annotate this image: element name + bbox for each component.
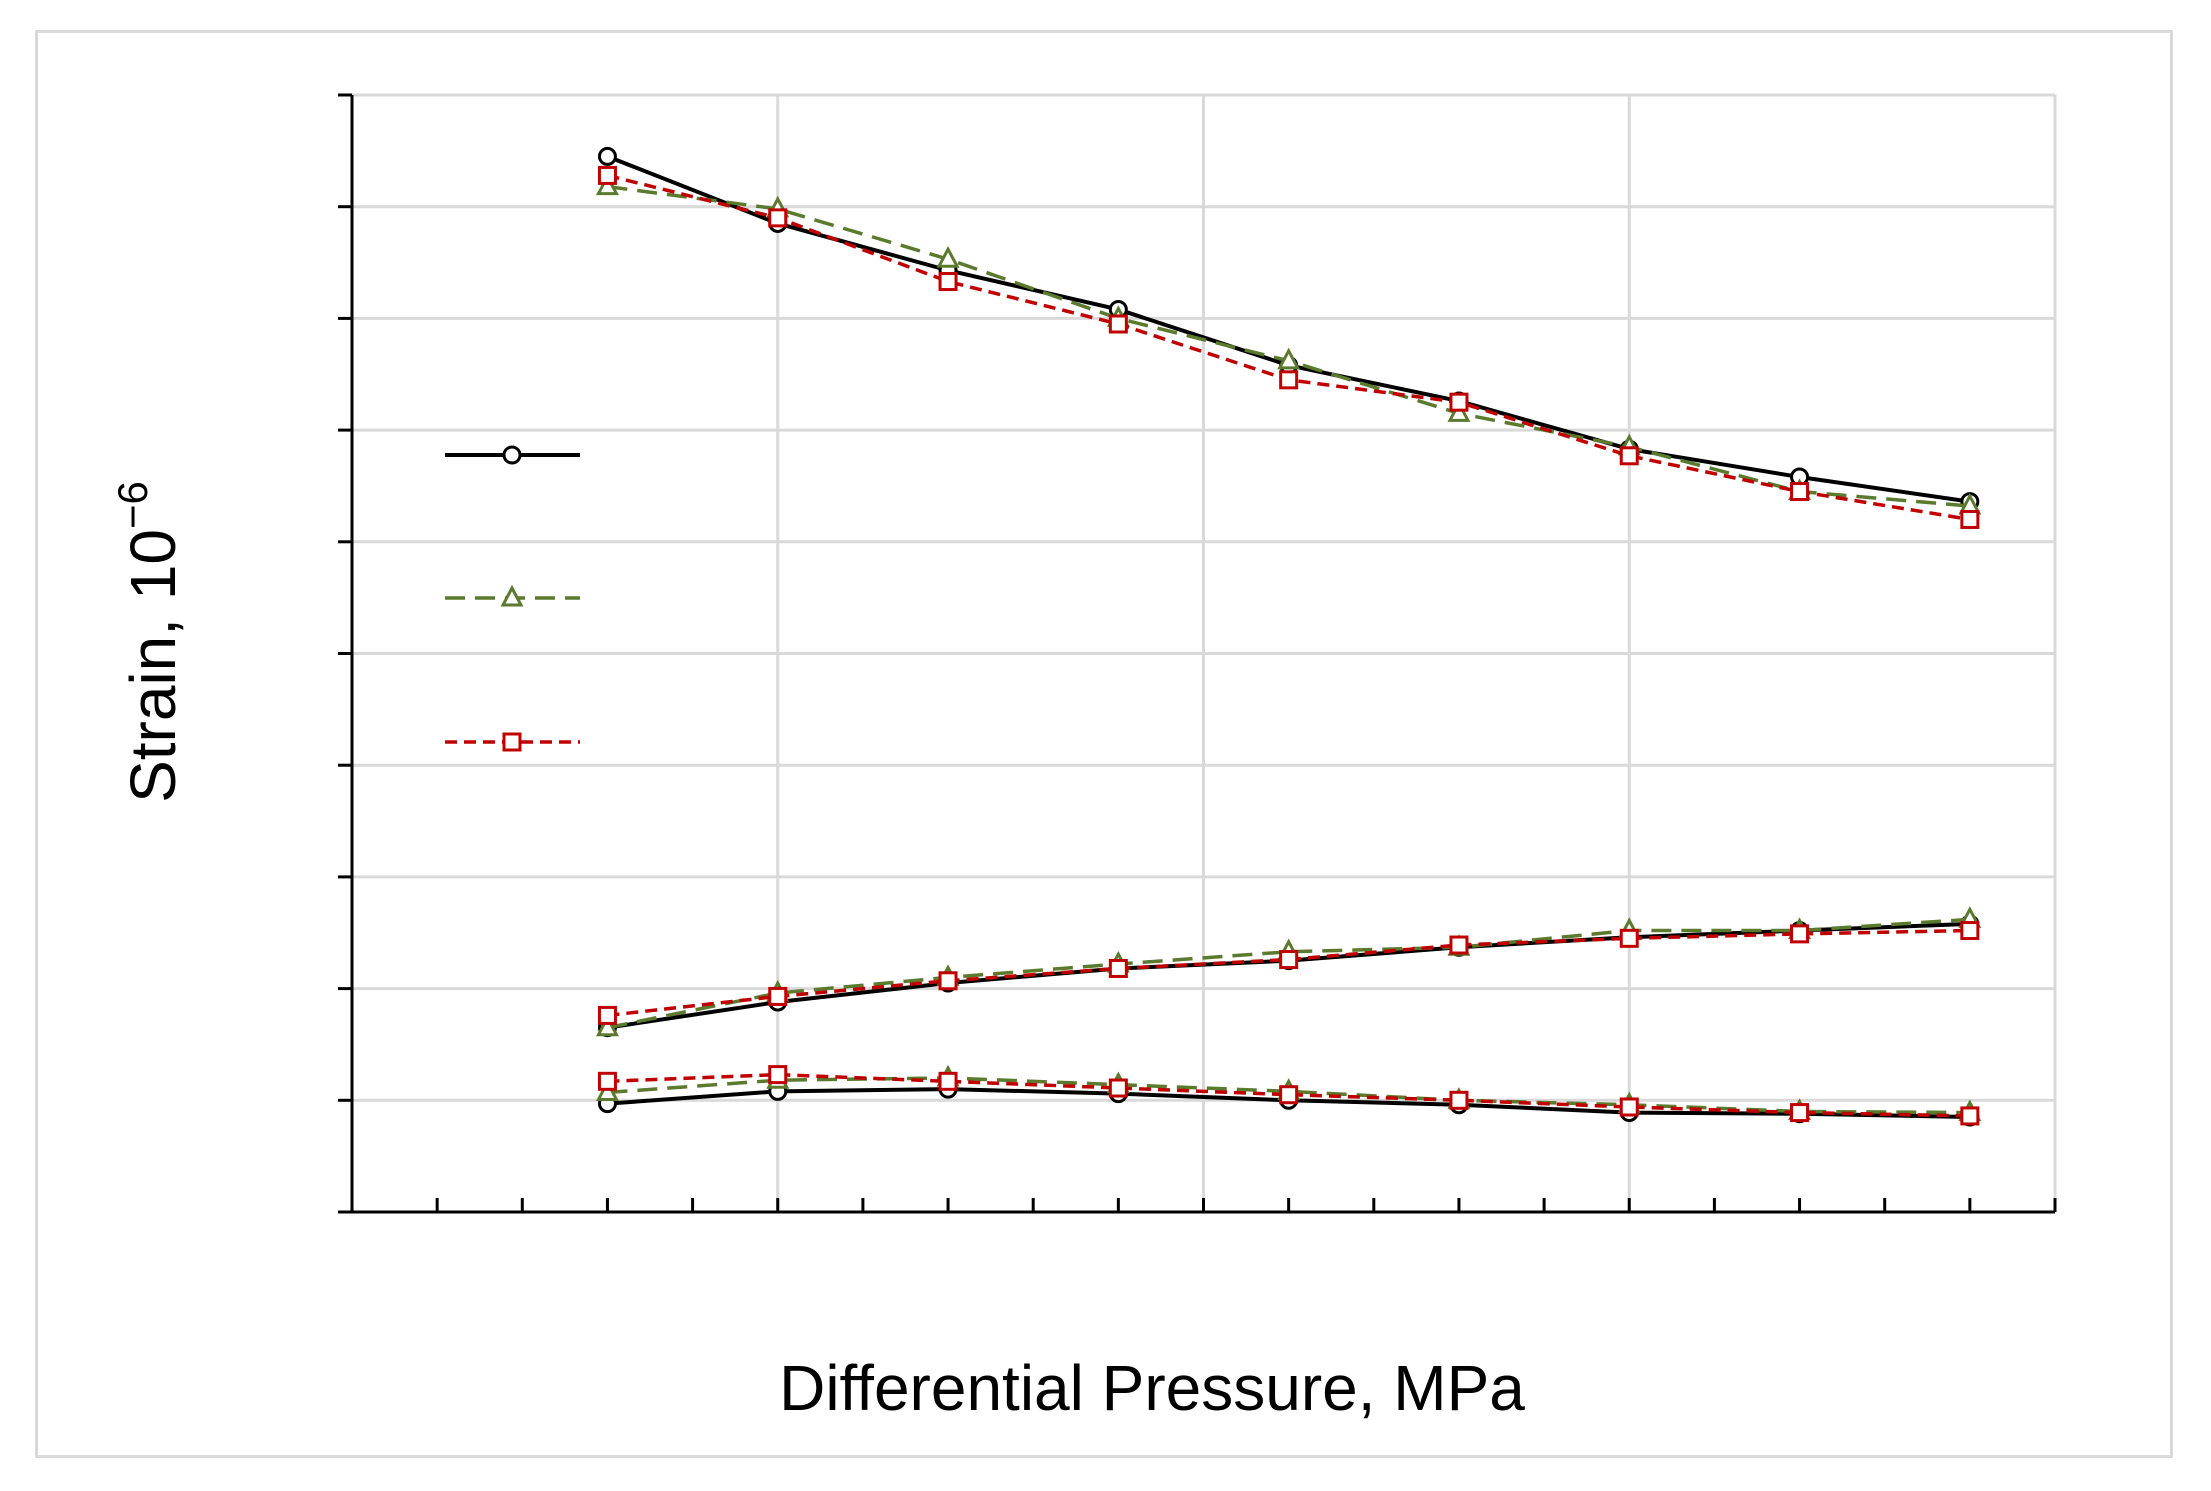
data-point-standard-axial [1108,958,1128,978]
data-point-standard-axial [595,1014,619,1037]
data-point-rock-axial [597,146,617,166]
data-point-rock-radial [768,1065,788,1085]
legend-marker [502,445,522,465]
data-point-standard-axial [938,971,958,991]
data-point-standard-axial [1790,924,1810,944]
data-point-standard-axial [1960,921,1980,941]
data-point-rock-axial [1447,400,1471,422]
data-point-rock-radial [938,1071,958,1091]
series-line-standard-axial [607,928,1970,1018]
series-line-rock-axial [607,173,1971,522]
data-point-rock-radial [1960,1106,1980,1126]
series [595,146,1982,1127]
series-line-rock-radial [607,1076,1970,1115]
data-point-rock-axial [938,272,958,292]
y-axis-title: Strain, 10−6 [109,481,189,803]
gridlines [352,93,2057,1212]
data-point-rock-axial [1279,370,1299,390]
chart-frame [35,30,2173,1458]
axes [338,93,2057,1214]
data-point-rock-radial [1108,1078,1128,1098]
data-point-rock-axial [597,165,617,185]
x-axis-title: Differential Pressure, MPa [779,1352,1525,1424]
data-point-standard-axial [1279,950,1299,970]
legend-marker [500,584,524,607]
data-point-rock-radial [1790,1103,1810,1123]
data-point-rock-radial [1449,1090,1469,1110]
data-point-rock-axial [1108,314,1128,334]
data-point-standard-axial [768,986,788,1006]
series-drained [597,146,1980,1127]
data-point-standard-axial [597,1005,617,1025]
data-point-rock-axial [1449,392,1469,412]
series-line-rock-axial [606,154,1971,504]
data-point-rock-axial [768,208,788,228]
data-point-rock-radial [597,1071,617,1091]
series-line-standard-axial [607,917,1970,1030]
y-axis-title-exponent: −6 [109,481,156,529]
y-axis-title-main: Strain, 10 [117,529,189,803]
data-point-rock-axial [1790,482,1810,502]
data-point-rock-axial [1277,347,1301,370]
data-point-rock-axial [936,245,960,268]
data-point-rock-axial [595,173,619,196]
data-point-rock-radial [1619,1097,1639,1117]
legend-marker [502,732,522,752]
data-point-rock-axial [1960,509,1980,529]
data-point-standard-axial [1449,935,1469,955]
data-point-rock-radial [1279,1085,1299,1105]
series-pore-pressure-5-mpa [597,165,1980,1126]
data-point-standard-axial [1619,928,1639,948]
data-point-rock-radial [595,1079,619,1101]
data-point-rock-axial [1619,446,1639,466]
legend [445,445,580,752]
